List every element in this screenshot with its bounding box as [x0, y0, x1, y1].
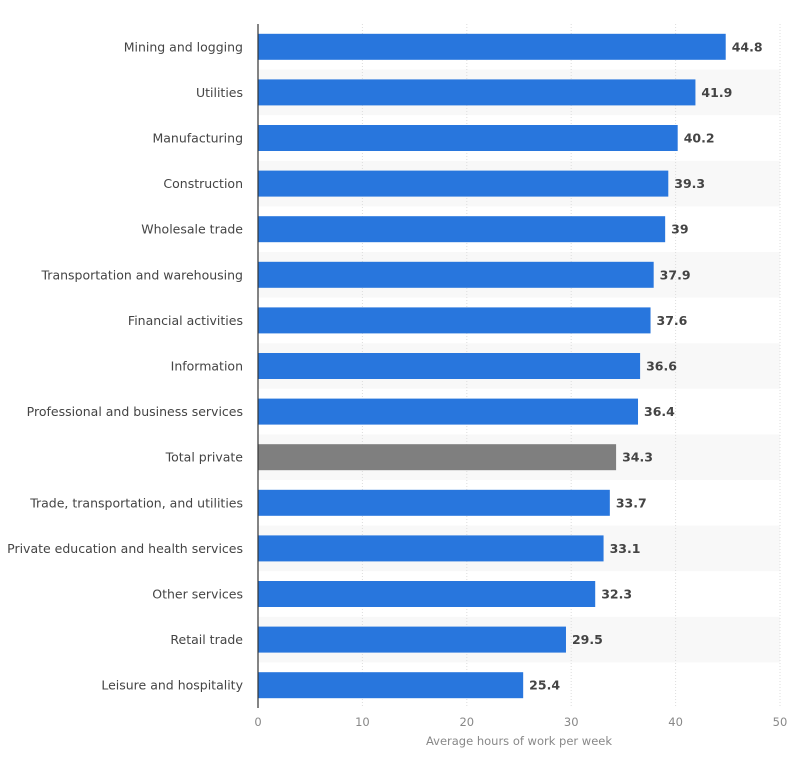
bar-manufacturing[interactable] [258, 125, 678, 151]
category-label: Utilities [196, 85, 243, 100]
bar-total-private[interactable] [258, 444, 617, 471]
bar-other-services[interactable] [258, 581, 596, 607]
data-label: 33.7 [616, 495, 647, 510]
bar-financial-activities[interactable] [258, 307, 651, 334]
category-label: Mining and logging [124, 39, 243, 54]
category-labels: Mining and logging Utilities Manufacturing… [7, 39, 243, 692]
category-label: Financial activities [128, 313, 243, 328]
x-tick-label: 10 [355, 715, 370, 729]
data-label: 33.1 [610, 541, 641, 556]
category-label: Transportation and warehousing [41, 267, 244, 282]
bar-mining-and-logging[interactable] [258, 33, 726, 60]
data-label: 39.3 [674, 176, 705, 191]
data-label: 40.2 [684, 131, 715, 146]
category-label: Construction [163, 176, 243, 191]
bar-private-education-and-health-services[interactable] [258, 535, 604, 562]
data-labels: 44.8 41.9 40.2 39.3 39 37.9 37.6 36.6 36.4 34.3 33… [529, 39, 762, 692]
category-label: Private education and health services [7, 541, 243, 556]
data-label: 32.3 [601, 587, 632, 602]
category-label: Information [171, 359, 243, 374]
bar-leisure-and-hospitality[interactable] [258, 672, 524, 699]
bar-trade-transportation-and-utilities[interactable] [258, 489, 610, 516]
data-label: 29.5 [572, 632, 603, 647]
data-label: 41.9 [701, 85, 732, 100]
data-label: 44.8 [732, 39, 763, 54]
x-tick-label: 50 [773, 715, 788, 729]
x-tick-label: 0 [254, 715, 261, 729]
category-label: Wholesale trade [141, 222, 243, 237]
x-axis-label: Average hours of work per week [426, 734, 612, 748]
category-label: Retail trade [170, 632, 243, 647]
category-label: Trade, transportation, and utilities [29, 495, 243, 510]
data-label: 25.4 [529, 678, 560, 693]
data-label: 37.9 [660, 267, 691, 282]
x-tick-label: 40 [668, 715, 683, 729]
bar-retail-trade[interactable] [258, 626, 566, 653]
x-tick-labels: 0 10 20 30 40 50 [254, 715, 787, 729]
category-label: Total private [165, 450, 244, 465]
data-label: 36.6 [646, 359, 677, 374]
bars [258, 33, 726, 699]
bar-wholesale-trade[interactable] [258, 216, 666, 243]
category-label: Leisure and hospitality [101, 678, 243, 693]
category-label: Professional and business services [27, 404, 243, 419]
data-label: 37.6 [657, 313, 688, 328]
data-label: 36.4 [644, 404, 675, 419]
bar-construction[interactable] [258, 170, 669, 197]
bar-transportation-and-warehousing[interactable] [258, 261, 654, 288]
x-tick-label: 30 [564, 715, 579, 729]
bar-utilities[interactable] [258, 79, 696, 106]
bar-information[interactable] [258, 353, 641, 379]
data-label: 34.3 [622, 450, 653, 465]
category-label: Other services [152, 587, 243, 602]
data-label: 39 [671, 222, 688, 237]
bar-professional-and-business-services[interactable] [258, 398, 639, 425]
x-tick-label: 20 [459, 715, 474, 729]
category-label: Manufacturing [152, 131, 243, 146]
